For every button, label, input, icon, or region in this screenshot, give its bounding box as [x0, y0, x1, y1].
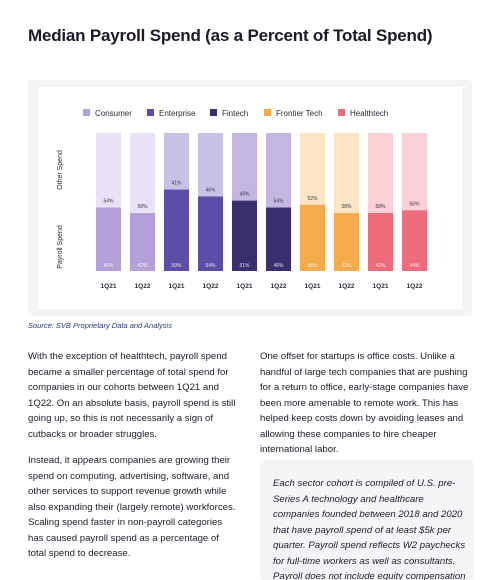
- bar-payroll-spend: [130, 213, 155, 271]
- legend-label: Fintech: [222, 109, 248, 118]
- paragraph: One offset for startups is office costs.…: [260, 351, 469, 455]
- x-tick-label: 1Q21: [305, 283, 321, 290]
- bar-payroll-spend: [232, 200, 257, 271]
- data-label-other: 56%: [409, 201, 420, 207]
- bar-payroll-spend: [198, 196, 223, 271]
- legend-label: Enterprise: [159, 109, 196, 118]
- note-text: Each sector cohort is compiled of U.S. p…: [273, 478, 466, 580]
- bar-payroll-spend: [334, 213, 359, 271]
- row-label-payroll-spend: Payroll Spend: [57, 225, 64, 269]
- data-label-payroll: 46%: [103, 263, 114, 269]
- bar-other-spend: [300, 133, 325, 205]
- x-tick-label: 1Q22: [339, 283, 355, 290]
- bar-payroll-spend: [368, 213, 393, 271]
- x-tick-label: 1Q21: [169, 283, 185, 290]
- bar-other-spend: [334, 133, 359, 214]
- data-label-payroll: 46%: [273, 263, 284, 269]
- bar-other-spend: [402, 133, 427, 211]
- bar-payroll-spend: [300, 204, 325, 271]
- data-label-payroll: 42%: [137, 263, 148, 269]
- chart-source: Source: SVB Proprietary Data and Analysi…: [28, 321, 172, 330]
- chart-area: Consumer Enterprise Fintech Frontier Tech He…: [38, 87, 462, 309]
- legend-swatch: [264, 109, 271, 116]
- x-tick-label: 1Q21: [237, 283, 253, 290]
- bar-payroll-spend: [96, 207, 121, 271]
- data-label-payroll: 48%: [307, 263, 318, 269]
- data-label-payroll: 51%: [239, 263, 250, 269]
- chart-card: Consumer Enterprise Fintech Frontier Tech He…: [28, 80, 472, 316]
- data-label-other: 58%: [375, 204, 386, 210]
- legend-swatch: [210, 109, 217, 116]
- legend-label: Consumer: [95, 109, 132, 118]
- methodology-note: Each sector cohort is compiled of U.S. p…: [260, 460, 474, 580]
- data-label-other: 58%: [341, 204, 352, 210]
- x-tick-label: 1Q21: [373, 283, 389, 290]
- page-title: Median Payroll Spend (as a Percent of To…: [28, 26, 433, 45]
- bar-other-spend: [96, 133, 121, 208]
- x-tick-label: 1Q22: [135, 283, 151, 290]
- payroll-chart: Consumer Enterprise Fintech Frontier Tech He…: [57, 109, 427, 290]
- x-tick-label: 1Q22: [407, 283, 423, 290]
- data-label-other: 58%: [137, 204, 148, 210]
- data-label-payroll: 42%: [375, 263, 386, 269]
- bar-other-spend: [266, 133, 291, 208]
- data-label-payroll: 59%: [171, 263, 182, 269]
- paragraph: With the exception of healthtech, payrol…: [28, 351, 236, 440]
- row-label-other-spend: Other Spend: [57, 150, 64, 190]
- data-label-other: 54%: [103, 199, 114, 205]
- data-label-payroll: 42%: [341, 263, 352, 269]
- legend-label: Healthtech: [350, 109, 388, 118]
- data-label-other: 46%: [205, 187, 216, 193]
- data-label-other: 54%: [273, 199, 284, 205]
- bar-payroll-spend: [402, 210, 427, 271]
- x-tick-label: 1Q22: [203, 283, 219, 290]
- bar-other-spend: [368, 133, 393, 214]
- bar-payroll-spend: [164, 189, 189, 271]
- bar-other-spend: [232, 133, 257, 201]
- data-label-other: 49%: [239, 192, 250, 198]
- bar-other-spend: [164, 133, 189, 190]
- legend-swatch: [338, 109, 345, 116]
- x-tick-label: 1Q22: [271, 283, 287, 290]
- bar-other-spend: [130, 133, 155, 214]
- data-label-payroll: 54%: [205, 263, 216, 269]
- data-label-payroll: 44%: [409, 263, 420, 269]
- x-tick-label: 1Q21: [101, 283, 117, 290]
- legend-swatch: [83, 109, 90, 116]
- paragraph: Instead, it appears companies are growin…: [28, 455, 236, 559]
- body-column-left: With the exception of healthtech, payrol…: [28, 349, 238, 573]
- legend-label: Frontier Tech: [276, 109, 323, 118]
- bar-payroll-spend: [266, 207, 291, 271]
- legend-swatch: [147, 109, 154, 116]
- body-column-right: One offset for startups is office costs.…: [260, 349, 474, 469]
- bar-other-spend: [198, 133, 223, 197]
- data-label-other: 41%: [171, 181, 182, 187]
- data-label-other: 52%: [307, 196, 318, 202]
